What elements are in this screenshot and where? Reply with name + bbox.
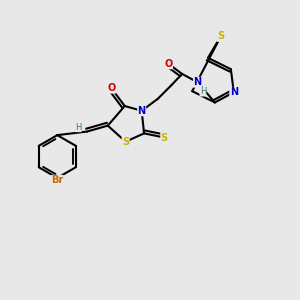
Text: S: S xyxy=(217,32,224,41)
Text: Br: Br xyxy=(51,175,63,185)
Text: H: H xyxy=(200,87,206,96)
Text: S: S xyxy=(161,133,168,142)
Text: N: N xyxy=(230,87,238,97)
Text: H: H xyxy=(75,123,81,132)
Text: O: O xyxy=(107,83,116,93)
Text: N: N xyxy=(194,77,202,87)
Text: N: N xyxy=(138,106,146,116)
Text: O: O xyxy=(164,59,172,69)
Text: S: S xyxy=(122,137,129,147)
